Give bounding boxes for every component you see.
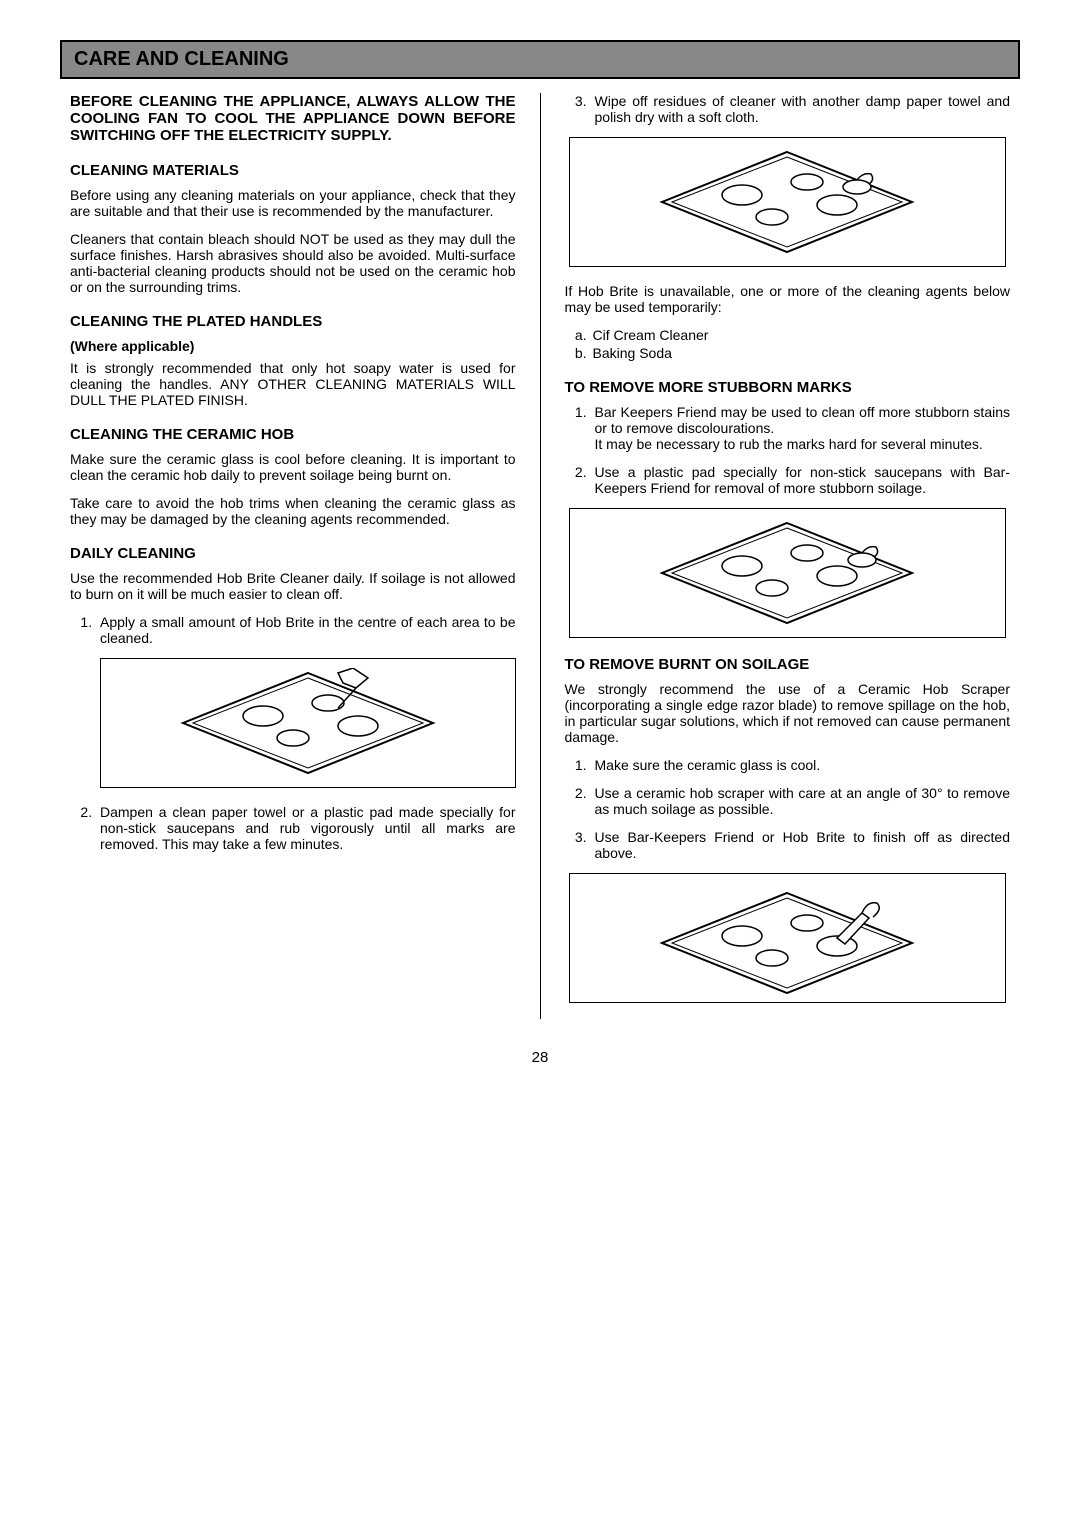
heading-burnt-soilage: TO REMOVE BURNT ON SOILAGE (565, 656, 1011, 673)
stubborn-step-2: Use a plastic pad specially for non-stic… (591, 464, 1011, 496)
daily-step-2: Dampen a clean paper towel or a plastic … (96, 804, 516, 852)
figure-scrub-pad (569, 508, 1007, 638)
alt-a: Cif Cream Cleaner (591, 327, 1011, 343)
hob-scrub-icon (657, 518, 917, 628)
stubborn-step-1a: Bar Keepers Friend may be used to clean … (595, 404, 1011, 436)
para-burnt: We strongly recommend the use of a Ceram… (565, 681, 1011, 745)
daily-steps-list-3: Wipe off residues of cleaner with anothe… (565, 93, 1011, 125)
para-hob-1: Make sure the ceramic glass is cool befo… (70, 451, 516, 483)
stubborn-steps-list: Bar Keepers Friend may be used to clean … (565, 404, 1011, 496)
hob-scraper-icon (657, 878, 917, 998)
two-column-layout: BEFORE CLEANING THE APPLIANCE, ALWAYS AL… (60, 93, 1020, 1019)
para-materials-2: Cleaners that contain bleach should NOT … (70, 231, 516, 295)
alt-b: Baking Soda (591, 345, 1011, 361)
heading-ceramic-hob: CLEANING THE CERAMIC HOB (70, 426, 516, 443)
left-column: BEFORE CLEANING THE APPLIANCE, ALWAYS AL… (60, 93, 541, 1019)
stubborn-step-1b: It may be necessary to rub the marks har… (595, 436, 1011, 452)
heading-cleaning-materials: CLEANING MATERIALS (70, 162, 516, 179)
daily-step-1: Apply a small amount of Hob Brite in the… (96, 614, 516, 646)
para-alternatives: If Hob Brite is unavailable, one or more… (565, 283, 1011, 315)
stubborn-step-1: Bar Keepers Friend may be used to clean … (591, 404, 1011, 452)
para-daily: Use the recommended Hob Brite Cleaner da… (70, 570, 516, 602)
figure-scraper (569, 873, 1007, 1003)
figure-wipe-residue (569, 137, 1007, 267)
right-column: Wipe off residues of cleaner with anothe… (541, 93, 1021, 1019)
daily-steps-list: Apply a small amount of Hob Brite in the… (70, 614, 516, 646)
section-title: CARE AND CLEANING (74, 48, 1006, 71)
burnt-step-1: Make sure the ceramic glass is cool. (591, 757, 1011, 773)
burnt-step-3: Use Bar-Keepers Friend or Hob Brite to f… (591, 829, 1011, 861)
heading-plated-handles: CLEANING THE PLATED HANDLES (70, 313, 516, 330)
heading-stubborn-marks: TO REMOVE MORE STUBBORN MARKS (565, 379, 1011, 396)
hob-wipe-icon (657, 147, 917, 257)
daily-step-3: Wipe off residues of cleaner with anothe… (591, 93, 1011, 125)
section-title-bar: CARE AND CLEANING (60, 40, 1020, 79)
burnt-step-2: Use a ceramic hob scraper with care at a… (591, 785, 1011, 817)
hob-apply-icon (178, 668, 438, 778)
figure-apply-cleaner (100, 658, 516, 788)
alternative-cleaners-list: Cif Cream Cleaner Baking Soda (565, 327, 1011, 361)
para-handles: It is strongly recommended that only hot… (70, 360, 516, 408)
page-number: 28 (60, 1049, 1020, 1066)
para-materials-1: Before using any cleaning materials on y… (70, 187, 516, 219)
heading-daily-cleaning: DAILY CLEANING (70, 545, 516, 562)
para-hob-2: Take care to avoid the hob trims when cl… (70, 495, 516, 527)
daily-steps-list-2: Dampen a clean paper towel or a plastic … (70, 804, 516, 852)
lead-warning: BEFORE CLEANING THE APPLIANCE, ALWAYS AL… (70, 93, 516, 144)
subhead-where-applicable: (Where applicable) (70, 338, 516, 354)
burnt-steps-list: Make sure the ceramic glass is cool. Use… (565, 757, 1011, 861)
